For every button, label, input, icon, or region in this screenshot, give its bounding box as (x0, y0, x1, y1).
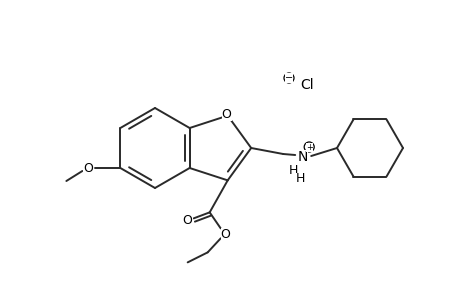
Text: H: H (288, 164, 297, 178)
Text: +: + (305, 142, 312, 152)
Text: N: N (297, 150, 308, 164)
Text: O: O (182, 214, 192, 227)
Text: −: − (284, 73, 292, 83)
Text: H: H (295, 172, 304, 185)
Text: O: O (221, 108, 231, 121)
Text: Cl: Cl (300, 78, 313, 92)
Text: O: O (220, 228, 230, 241)
Text: O: O (83, 161, 93, 175)
